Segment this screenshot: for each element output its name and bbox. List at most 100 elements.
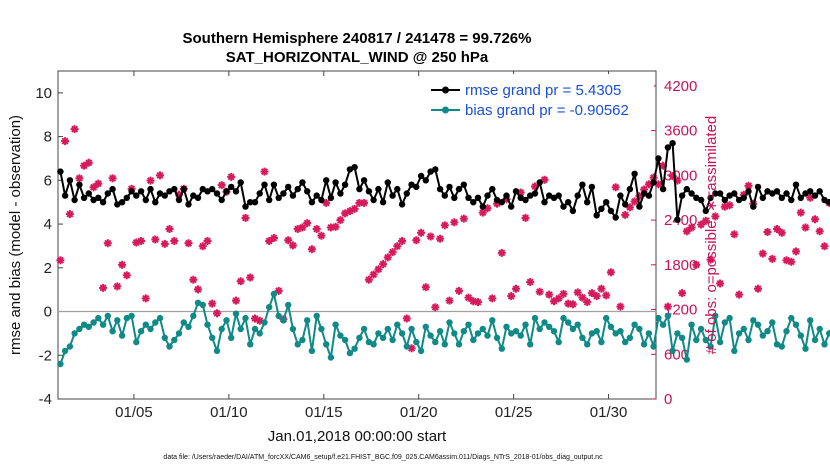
rmse-point — [270, 181, 278, 188]
obs-point — [402, 314, 411, 323]
y-tick-label: 6 — [44, 172, 52, 189]
bias-point — [190, 312, 197, 320]
obs-marker-stroke — [137, 237, 145, 245]
obs-point — [431, 303, 440, 312]
rmse-point — [109, 185, 116, 193]
rmse-point — [754, 183, 762, 191]
obs-point — [99, 283, 108, 292]
bias-point — [451, 330, 458, 337]
obs-point — [820, 242, 829, 251]
obs-marker-stroke — [631, 197, 639, 206]
y-tick-label: 0 — [44, 304, 52, 321]
bias-point — [517, 332, 524, 339]
bias-point — [99, 321, 107, 328]
obs-marker-stroke — [597, 285, 605, 293]
bias-point — [802, 345, 809, 352]
obs-point — [317, 231, 326, 240]
obs-point — [459, 214, 468, 223]
obs-point — [160, 239, 169, 248]
rmse-point — [783, 190, 790, 197]
obs-marker-stroke — [735, 291, 743, 299]
rmse-point — [541, 199, 548, 206]
bias-point — [773, 341, 781, 348]
rmse-point — [379, 199, 387, 206]
obs-marker-stroke — [289, 241, 297, 249]
rmse-point — [712, 190, 719, 197]
rmse-point — [664, 144, 672, 151]
bias-point — [740, 325, 747, 333]
rmse-point — [659, 185, 667, 193]
bias-point — [678, 334, 686, 341]
obs-point — [184, 239, 193, 248]
obs-marker-stroke — [801, 223, 810, 232]
obs-marker-stroke — [389, 248, 397, 256]
rmse-point — [114, 201, 121, 208]
obs-point — [787, 257, 796, 266]
obs-marker-stroke — [332, 223, 340, 231]
x-tick-label: 01/10 — [210, 404, 248, 421]
bias-point — [807, 317, 814, 324]
bias-point — [389, 336, 396, 344]
bias-point — [593, 328, 600, 335]
rmse-point — [413, 183, 420, 191]
bias-point — [754, 321, 762, 328]
obs-point — [260, 167, 269, 176]
obs-marker-stroke — [265, 237, 273, 245]
rmse-point — [517, 194, 524, 201]
rmse-point — [797, 194, 804, 201]
obs-point — [288, 241, 297, 250]
rmse-point — [57, 168, 64, 175]
rmse-point — [560, 203, 567, 210]
bias-point — [251, 325, 259, 333]
obs-point — [811, 215, 819, 224]
bias-point — [527, 341, 534, 348]
obs-marker-stroke — [602, 291, 610, 299]
bias-point — [674, 330, 681, 337]
rmse-point — [360, 177, 368, 184]
x-tick-label: 01/05 — [115, 404, 153, 421]
bias-point — [560, 314, 567, 322]
bias-point — [636, 325, 643, 333]
bias-point — [541, 319, 548, 326]
rmse-point — [228, 183, 235, 191]
rmse-point — [95, 194, 102, 201]
obs-point — [336, 216, 345, 225]
obs-marker-stroke — [408, 344, 416, 352]
obs-marker-stroke — [317, 232, 325, 240]
bias-point — [811, 336, 819, 344]
obs-point — [312, 225, 321, 233]
x-tick-label: 01/20 — [400, 404, 438, 421]
rmse-point — [256, 190, 263, 197]
obs-marker-stroke — [707, 256, 715, 264]
obs-point — [165, 225, 174, 233]
obs-point — [84, 158, 93, 167]
bias-point — [161, 334, 168, 341]
obs-marker-stroke — [370, 270, 378, 279]
obs-marker-stroke — [593, 292, 601, 300]
obs-point — [426, 232, 435, 241]
obs-point — [208, 299, 217, 308]
obs-marker-stroke — [778, 229, 786, 237]
rmse-point — [759, 194, 766, 201]
y-tick-label: -2 — [39, 347, 52, 364]
obs-point — [393, 242, 402, 251]
chart-title: Southern Hemisphere 240817 / 241478 = 99… — [183, 30, 532, 47]
obs-point — [94, 179, 103, 188]
obs-marker-stroke — [194, 285, 202, 293]
obs-point — [616, 302, 625, 311]
bias-point — [479, 325, 486, 333]
obs-marker-stroke — [313, 225, 321, 233]
bias-point — [228, 334, 235, 341]
rmse-point — [370, 196, 377, 204]
obs-marker-stroke — [550, 297, 558, 305]
rmse-point — [66, 177, 74, 184]
legend-box — [428, 74, 654, 122]
obs-marker-stroke — [569, 300, 577, 308]
bias-point — [659, 321, 667, 328]
rmse-point — [175, 196, 183, 204]
bias-point — [128, 312, 135, 320]
obs-point — [113, 282, 122, 291]
bias-point — [821, 341, 828, 348]
rmse-point — [811, 192, 819, 199]
obs-point — [232, 296, 240, 305]
